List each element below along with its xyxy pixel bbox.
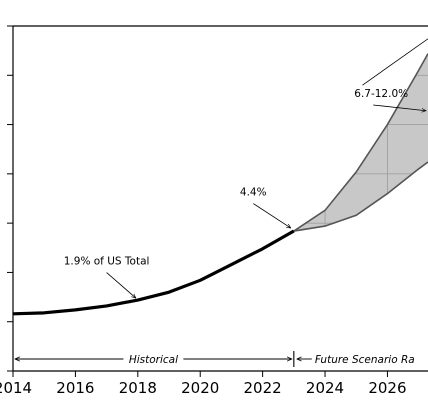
annotation-label: 1.9% of US Total	[64, 256, 150, 268]
scenario-high-line	[293, 53, 428, 232]
region-labels: Historical Future Scenario Ra	[15, 350, 415, 367]
scenario-low-line	[293, 161, 428, 232]
x-tick-label: 2024	[306, 379, 344, 397]
annotation-leader-top	[362, 38, 428, 86]
annotation-arrow	[373, 104, 426, 111]
future-label: Future Scenario Ra	[315, 354, 415, 366]
annotation-label: 6.7-12.0%	[354, 88, 408, 100]
plot-area	[12, 53, 428, 316]
annotations: 1.9% of US Total 4.4% 6.7-12.0%	[64, 38, 428, 298]
annotation-arrow	[253, 203, 291, 228]
historical-label: Historical	[129, 354, 178, 366]
historical-line	[12, 229, 295, 316]
annotation-label: 4.4%	[240, 187, 267, 199]
historical-label-bg	[123, 350, 184, 366]
axes: 2014 2016 2018 2020 2022 2024 2026	[0, 25, 428, 397]
scenario-band	[293, 53, 428, 232]
x-tick-label: 2016	[56, 379, 94, 397]
x-tick-label: 2014	[0, 379, 32, 397]
x-tick-label: 2020	[181, 379, 219, 397]
annotation-arrow	[106, 272, 136, 298]
x-tick-label: 2018	[119, 379, 157, 397]
x-tick-label: 2022	[244, 379, 282, 397]
x-tick-label: 2026	[368, 379, 406, 397]
